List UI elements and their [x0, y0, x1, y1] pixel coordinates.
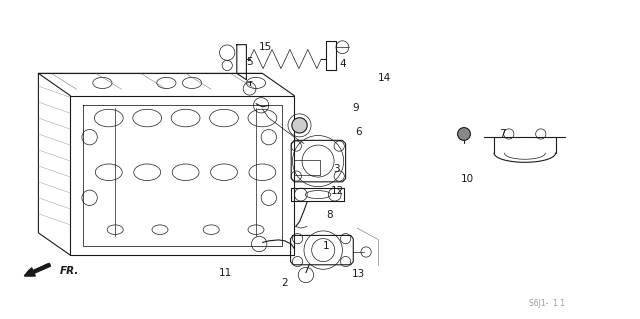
- Text: 6: 6: [355, 127, 362, 137]
- Text: 14: 14: [378, 73, 390, 83]
- Text: 3: 3: [333, 164, 339, 174]
- Text: 9: 9: [352, 103, 358, 114]
- Circle shape: [292, 118, 307, 133]
- Text: 8: 8: [326, 210, 333, 220]
- Text: 13: 13: [352, 269, 365, 279]
- Circle shape: [458, 128, 470, 140]
- Text: 15: 15: [259, 42, 272, 52]
- Text: FR.: FR.: [60, 266, 79, 276]
- Text: 11: 11: [219, 268, 232, 278]
- Text: 5: 5: [246, 57, 253, 67]
- Text: 1: 1: [323, 241, 330, 251]
- FancyArrow shape: [24, 263, 51, 276]
- Text: 12: 12: [331, 186, 344, 197]
- Text: S6J1-  1 1: S6J1- 1 1: [529, 299, 565, 308]
- Text: 4: 4: [339, 59, 346, 69]
- Text: 10: 10: [461, 174, 474, 184]
- Text: 7: 7: [499, 129, 506, 139]
- Text: 2: 2: [282, 278, 288, 288]
